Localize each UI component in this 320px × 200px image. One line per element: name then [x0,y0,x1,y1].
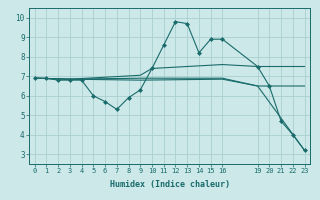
X-axis label: Humidex (Indice chaleur): Humidex (Indice chaleur) [109,180,229,189]
